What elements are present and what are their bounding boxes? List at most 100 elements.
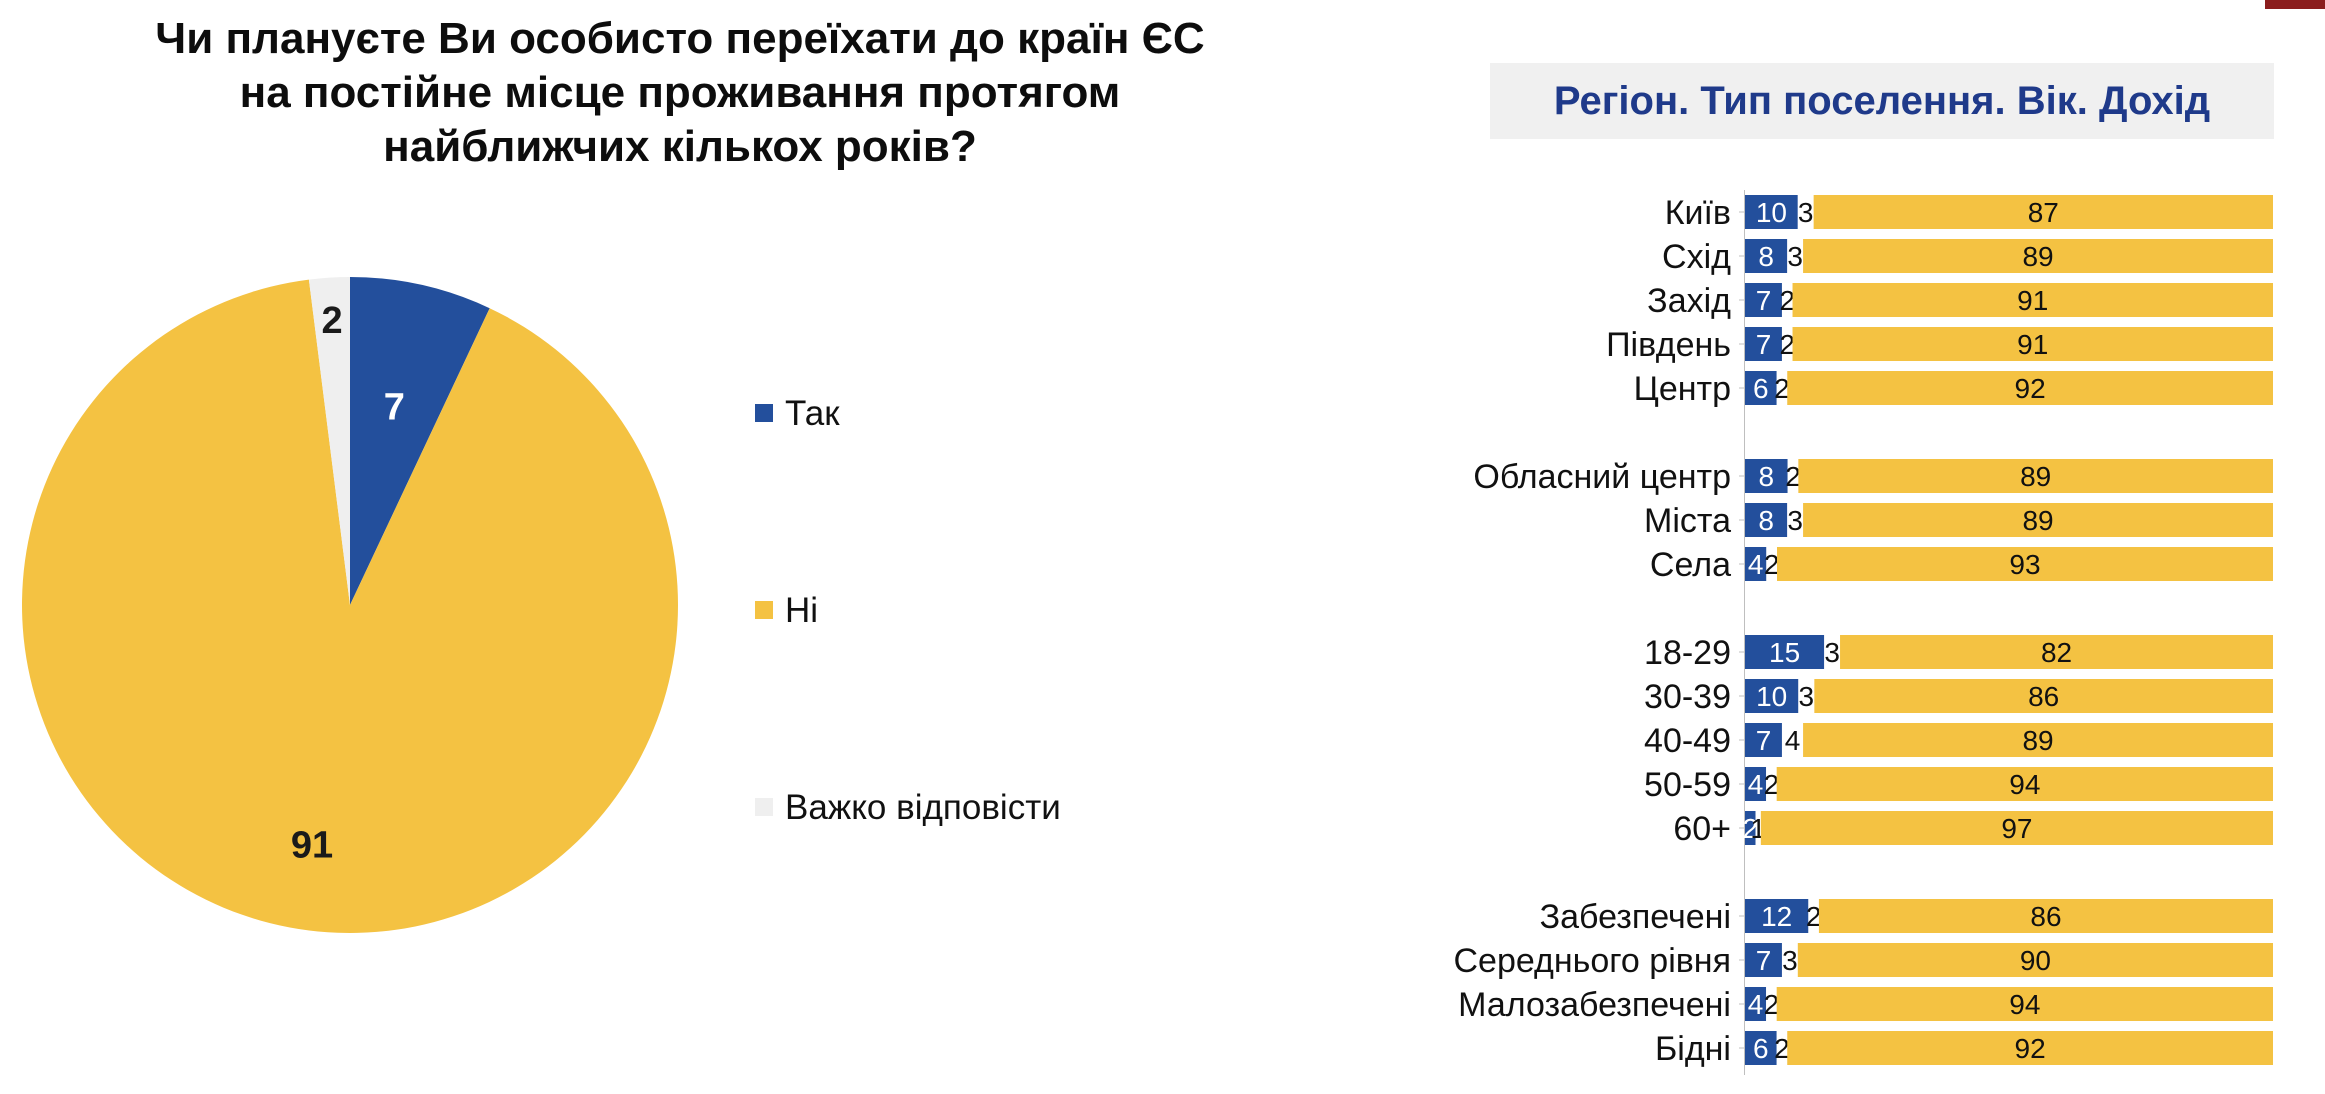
bar-value-hard: 2: [1764, 769, 1780, 800]
bar-segment-hard: [1797, 195, 1814, 229]
bar-category-label: Малозабезпечені: [1458, 986, 1731, 1024]
bar-value-no: 93: [2009, 549, 2040, 580]
bar-value-yes: 10: [1756, 197, 1787, 228]
bar-segment-yes: [1745, 943, 1782, 977]
bar-value-hard: 3: [1782, 945, 1798, 976]
bar-segment-no: [1797, 943, 2273, 977]
bar-category-label: Київ: [1665, 194, 1731, 232]
bar-segment-hard: [1781, 327, 1793, 361]
breakdown-title-box: Регіон. Тип поселення. Вік. Дохід: [1490, 63, 2274, 139]
bar-value-hard: 2: [1774, 1033, 1790, 1064]
bar-category-label: 60+: [1673, 810, 1731, 848]
bar-segment-hard: [1781, 723, 1804, 757]
bar-segment-yes: [1745, 811, 1756, 845]
bar-segment-no: [1803, 239, 2273, 273]
bar-value-no: 89: [2020, 461, 2051, 492]
bar-segment-hard: [1766, 767, 1777, 801]
bar-segment-hard: [1798, 679, 1815, 713]
bar-segment-no: [1777, 547, 2273, 581]
bar-value-hard: 2: [1806, 901, 1822, 932]
bar-value-no: 94: [2009, 989, 2040, 1020]
bar-category-label: Забезпечені: [1540, 898, 1731, 936]
legend-label-yes: Так: [785, 394, 840, 433]
bar-segment-no: [1803, 723, 2273, 757]
bar-segment-hard: [1787, 503, 1804, 537]
bar-segment-no: [1840, 635, 2273, 669]
bar-segment-no: [1818, 899, 2273, 933]
legend-label-hard: Важко відповісти: [785, 788, 1061, 827]
bar-value-hard: 3: [1824, 637, 1840, 668]
bar-category-label: Міста: [1644, 502, 1731, 540]
bar-segment-no: [1803, 503, 2273, 537]
bar-segment-yes: [1745, 899, 1809, 933]
main-title-line-3: найближчих кількох років?: [383, 122, 977, 171]
bar-category-label: Обласний центр: [1473, 458, 1731, 496]
pie-label-hard: 2: [322, 300, 343, 342]
legend-swatch-no: [755, 600, 773, 619]
legend-item-yes: Так: [755, 394, 840, 434]
legend-label-no: Ні: [785, 591, 819, 630]
breakdown-title: Регіон. Тип поселення. Вік. Дохід: [1553, 79, 2211, 123]
bar-value-no: 89: [2022, 505, 2053, 536]
bar-category-label: 18-29: [1644, 634, 1731, 672]
bar-segment-yes: [1745, 503, 1788, 537]
bar-value-no: 89: [2022, 725, 2053, 756]
bar-value-hard: 2: [1764, 549, 1780, 580]
bar-category-label: Центр: [1634, 370, 1731, 408]
bar-value-no: 90: [2020, 945, 2051, 976]
bar-segment-hard: [1776, 1031, 1788, 1065]
bar-segment-no: [1798, 459, 2273, 493]
bar-value-yes: 6: [1753, 373, 1769, 404]
bar-value-yes: 6: [1753, 1033, 1769, 1064]
bar-segment-hard: [1808, 899, 1819, 933]
bar-segment-hard: [1787, 239, 1804, 273]
legend-swatch-hard: [755, 797, 773, 816]
bar-value-hard: 3: [1787, 241, 1803, 272]
bar-value-hard: 2: [1779, 329, 1795, 360]
bar-segment-hard: [1781, 283, 1793, 317]
bar-value-yes: 7: [1756, 329, 1772, 360]
bar-value-yes: 7: [1756, 945, 1772, 976]
bar-category-label: 50-59: [1644, 766, 1731, 804]
bar-value-no: 91: [2017, 285, 2048, 316]
bar-segment-yes: [1745, 1031, 1777, 1065]
bar-segment-yes: [1745, 327, 1782, 361]
pie-slice-yes: [350, 277, 490, 605]
bar-segment-yes: [1745, 723, 1782, 757]
pie-slice-hard: [308, 277, 350, 605]
bar-value-hard: 2: [1774, 373, 1790, 404]
bar-segment-yes: [1745, 459, 1788, 493]
corner-accent-mark: [2265, 0, 2325, 9]
bar-segment-hard: [1787, 459, 1799, 493]
bar-value-no: 87: [2028, 197, 2059, 228]
bar-segment-yes: [1745, 635, 1825, 669]
bar-value-no: 97: [2001, 813, 2032, 844]
bar-segment-no: [1776, 987, 2273, 1021]
bar-value-yes: 8: [1758, 241, 1774, 272]
main-title-line-2: на постійне місце проживання протягом: [239, 68, 1121, 117]
bar-segment-hard: [1766, 547, 1777, 581]
bar-value-yes: 4: [1748, 769, 1764, 800]
bar-category-label: Південь: [1606, 326, 1731, 364]
legend-item-hard: Важко відповісти: [755, 788, 1061, 828]
bar-value-yes: 15: [1769, 637, 1800, 668]
legend-swatch-yes: [755, 403, 773, 422]
bar-segment-yes: [1745, 547, 1767, 581]
bar-value-no: 92: [2015, 373, 2046, 404]
bar-segment-no: [1787, 1031, 2273, 1065]
bar-value-yes: 7: [1756, 285, 1772, 316]
bar-value-hard: 3: [1787, 505, 1803, 536]
bar-value-hard: 3: [1798, 197, 1814, 228]
bar-value-yes: 2: [1742, 813, 1758, 844]
bar-value-no: 86: [2030, 901, 2061, 932]
bar-segment-no: [1813, 195, 2273, 229]
bar-category-label: Бідні: [1655, 1030, 1731, 1068]
bar-segment-no: [1814, 679, 2273, 713]
bar-value-no: 89: [2022, 241, 2053, 272]
bar-value-no: 82: [2041, 637, 2072, 668]
bar-category-label: Захід: [1647, 282, 1731, 320]
bar-category-label: 40-49: [1644, 722, 1731, 760]
pie-label-no: 91: [291, 825, 333, 867]
bar-segment-no: [1760, 811, 2273, 845]
